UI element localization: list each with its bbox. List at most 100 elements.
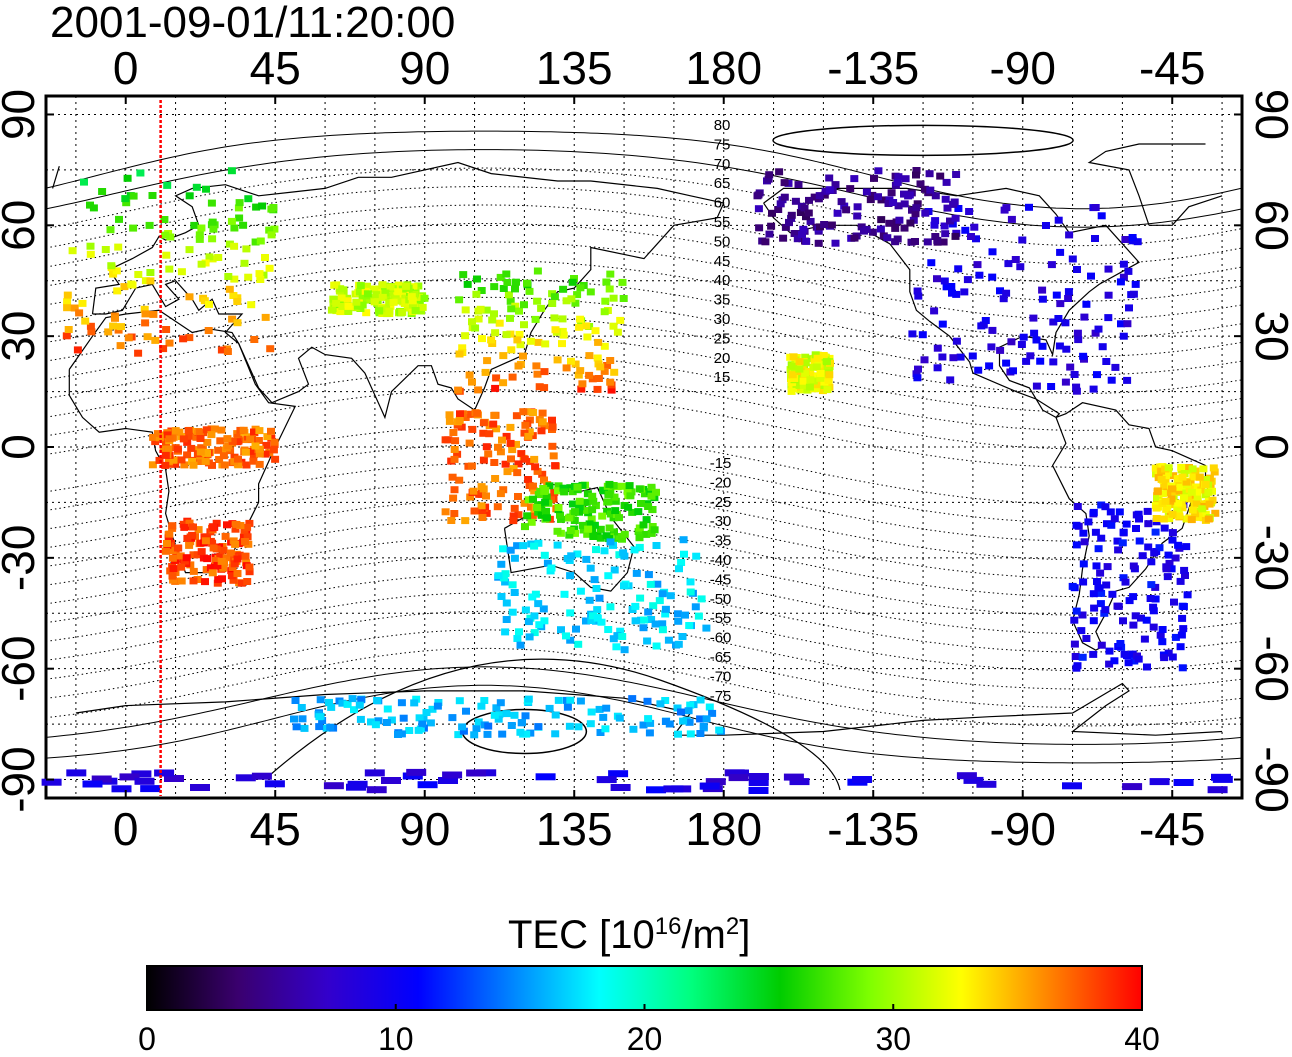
tec-cell — [1171, 554, 1180, 562]
tec-cell — [645, 729, 654, 737]
tec-cell — [528, 432, 537, 440]
tec-cell — [985, 362, 994, 370]
tec-cell — [593, 614, 602, 622]
map-title: 2001-09-01/11:20:00 — [50, 0, 455, 47]
tec-cell — [615, 714, 624, 722]
tec-cell — [526, 337, 535, 345]
tec-cell — [503, 279, 512, 286]
tec-cell — [1080, 538, 1089, 546]
tec-cell — [177, 456, 186, 464]
tec-cell — [1204, 488, 1213, 496]
tec-cell — [1158, 638, 1167, 646]
tec-cell — [519, 542, 528, 550]
tec-cell — [764, 175, 773, 183]
tec-cell — [474, 718, 483, 726]
tec-cell — [148, 461, 157, 469]
colorbar-tick-label: 0 — [138, 1021, 156, 1057]
tec-cell — [63, 298, 72, 306]
latitude-tick-label: -60 — [1246, 635, 1292, 701]
tec-cell — [1202, 476, 1210, 483]
contour-label: -75 — [710, 688, 732, 705]
tec-cell — [551, 730, 560, 738]
tec-cell — [1185, 495, 1194, 503]
tec-cell — [679, 536, 688, 544]
tec-cell — [643, 637, 652, 645]
latitude-tick-label: 60 — [1246, 200, 1292, 251]
tec-cell — [1106, 508, 1115, 516]
tec-cell — [646, 580, 655, 588]
tec-cell — [243, 533, 252, 541]
contour-label: -70 — [710, 668, 732, 685]
magnetic-contour — [45, 370, 1243, 450]
tec-cell — [877, 216, 886, 224]
tec-cell — [815, 192, 824, 200]
tec-cell — [609, 482, 618, 489]
magnetic-contour — [45, 259, 1243, 339]
colorbar-tick-label: 20 — [627, 1021, 663, 1057]
tec-cell — [1125, 597, 1134, 605]
tec-cell — [568, 278, 577, 286]
tec-cell — [378, 293, 387, 301]
tec-cell — [541, 486, 550, 494]
tec-cell — [533, 370, 542, 378]
tec-cell — [512, 440, 520, 448]
colorbar-title-superscript: 2 — [726, 913, 739, 940]
tec-cell — [577, 385, 586, 393]
latitude-tick-label: 60 — [0, 200, 44, 251]
tec-cell — [495, 319, 504, 327]
tec-cell — [1152, 515, 1161, 522]
tec-cell — [554, 696, 563, 704]
tec-cell — [914, 292, 923, 300]
tec-cell — [494, 572, 503, 580]
tec-cell — [476, 769, 497, 777]
tec-cell — [234, 204, 243, 212]
tec-cell — [560, 590, 569, 598]
tec-cell — [1049, 318, 1058, 326]
contour-label: 70 — [714, 156, 731, 173]
tec-cell — [951, 232, 960, 240]
tec-cell — [529, 495, 537, 503]
tec-cell — [387, 716, 396, 724]
tec-cell — [508, 373, 517, 381]
contour-label: 55 — [714, 214, 731, 231]
tec-cell — [468, 318, 476, 326]
tec-cell — [224, 442, 233, 450]
tec-cell — [251, 772, 272, 780]
tec-cell — [825, 174, 834, 182]
tec-cell — [596, 729, 605, 736]
tec-cell — [501, 628, 510, 636]
tec-cell — [245, 568, 254, 576]
colorbar-tick-label: 10 — [378, 1021, 414, 1057]
tec-cell — [496, 273, 505, 281]
tec-cell — [1183, 591, 1192, 599]
tec-cell — [1160, 524, 1169, 532]
tec-cell — [367, 718, 375, 726]
tec-cell — [222, 554, 231, 562]
tec-cell — [582, 555, 591, 563]
tec-cell — [1195, 473, 1204, 481]
contour-label: -25 — [710, 494, 732, 511]
tec-cell — [619, 295, 628, 302]
tec-cell — [1180, 494, 1188, 502]
tec-cell — [461, 414, 470, 421]
tec-cell — [1047, 261, 1056, 269]
tec-cell — [576, 697, 585, 705]
tec-cell — [228, 437, 237, 445]
tec-cell — [1128, 234, 1137, 241]
tec-cell — [171, 460, 180, 468]
tec-cell — [378, 281, 387, 289]
tec-cell — [933, 364, 942, 372]
tec-cell — [508, 608, 517, 616]
tec-cell — [405, 727, 414, 734]
tec-cell — [190, 221, 199, 229]
tec-cell — [1194, 513, 1203, 521]
tec-cell — [533, 467, 542, 475]
tec-cell — [497, 560, 506, 568]
tec-cell — [106, 226, 115, 234]
tec-cell — [250, 428, 258, 436]
tec-cell — [1162, 472, 1170, 480]
tec-cell — [177, 577, 186, 585]
contour-label: -20 — [710, 474, 732, 491]
tec-cell — [590, 521, 599, 529]
